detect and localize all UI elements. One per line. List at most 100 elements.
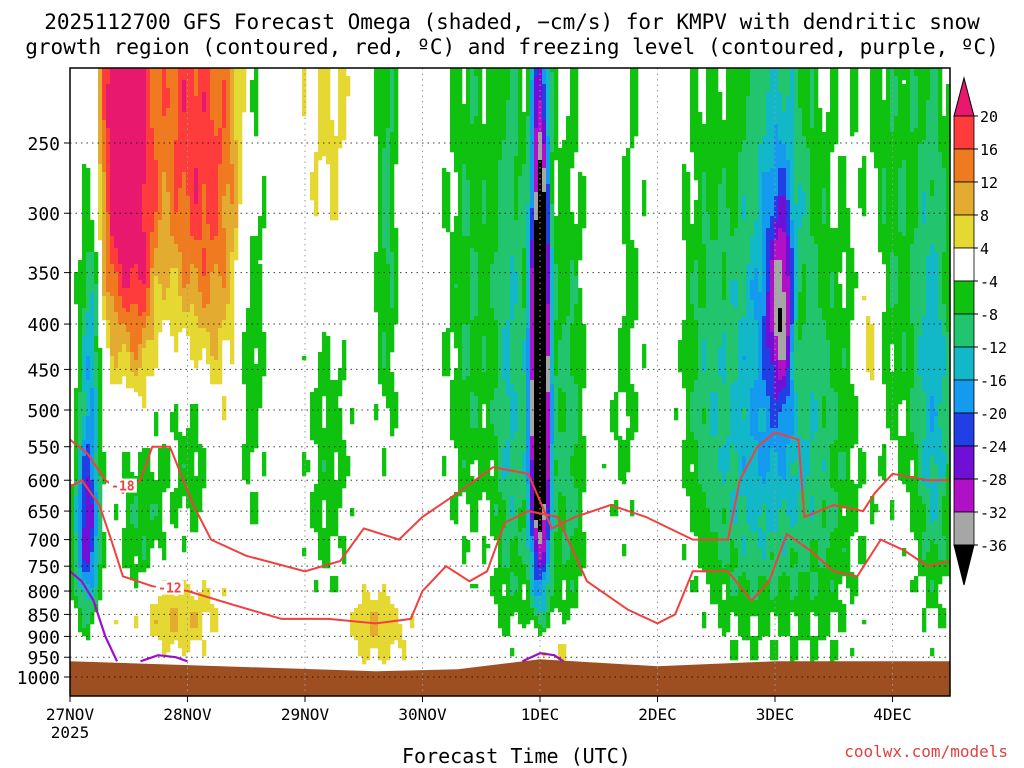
omega-cell <box>178 284 183 289</box>
omega-cell <box>74 548 79 553</box>
omega-cell <box>182 308 187 313</box>
omega-cell <box>110 172 115 177</box>
omega-cell <box>166 240 171 245</box>
omega-cell <box>146 244 151 249</box>
omega-cell <box>322 344 327 349</box>
omega-cell <box>198 608 203 613</box>
omega-cell <box>194 436 199 441</box>
omega-cell <box>250 88 255 93</box>
omega-cell <box>94 496 99 501</box>
omega-cell <box>142 76 147 81</box>
omega-cell <box>230 308 235 313</box>
omega-cell <box>242 356 247 361</box>
omega-cell <box>162 72 167 77</box>
omega-cell <box>194 208 199 213</box>
omega-cell <box>190 432 195 437</box>
omega-cell <box>150 372 155 377</box>
omega-cell <box>258 352 263 357</box>
omega-cell <box>74 572 79 577</box>
omega-cell <box>158 120 163 125</box>
omega-cell <box>194 156 199 161</box>
omega-cell <box>170 280 175 285</box>
omega-cell <box>318 88 323 93</box>
omega-cell <box>362 604 367 609</box>
omega-cell <box>86 188 91 193</box>
omega-cell <box>142 472 147 477</box>
omega-cell <box>186 220 191 225</box>
omega-cell <box>70 528 75 533</box>
omega-cell <box>150 620 155 625</box>
omega-cell <box>122 200 127 205</box>
omega-cell <box>126 332 131 337</box>
omega-cell <box>90 396 95 401</box>
omega-cell <box>314 584 319 589</box>
omega-cell <box>78 484 83 489</box>
omega-cell <box>254 272 259 277</box>
omega-cell <box>114 332 119 337</box>
omega-cell <box>222 148 227 153</box>
omega-cell <box>90 348 95 353</box>
omega-cell <box>142 120 147 125</box>
omega-cell <box>202 200 207 205</box>
omega-cell <box>318 128 323 133</box>
omega-cell <box>134 288 139 293</box>
omega-cell <box>206 272 211 277</box>
omega-cell <box>134 572 139 577</box>
omega-cell <box>154 72 159 77</box>
omega-cell <box>102 176 107 181</box>
omega-cell <box>226 216 231 221</box>
omega-cell <box>258 344 263 349</box>
omega-cell <box>230 272 235 277</box>
omega-cell <box>194 348 199 353</box>
omega-cell <box>158 540 163 545</box>
omega-cell <box>102 136 107 141</box>
omega-cell <box>218 376 223 381</box>
omega-cell <box>158 244 163 249</box>
omega-cell <box>206 96 211 101</box>
omega-cell <box>194 528 199 533</box>
omega-cell <box>122 88 127 93</box>
omega-cell <box>326 444 331 449</box>
omega-cell <box>374 108 379 113</box>
omega-cell <box>194 296 199 301</box>
omega-cell <box>178 312 183 317</box>
omega-cell <box>154 284 159 289</box>
omega-cell <box>170 168 175 173</box>
omega-cell <box>242 76 247 81</box>
omega-cell <box>78 628 83 633</box>
omega-cell <box>174 116 179 121</box>
omega-cell <box>90 484 95 489</box>
omega-cell <box>86 396 91 401</box>
omega-cell <box>230 148 235 153</box>
omega-cell <box>218 280 223 285</box>
omega-cell <box>238 192 243 197</box>
omega-cell <box>314 404 319 409</box>
omega-cell <box>314 500 319 505</box>
omega-cell <box>126 80 131 85</box>
omega-cell <box>334 408 339 413</box>
omega-cell <box>86 260 91 265</box>
omega-cell <box>122 532 127 537</box>
omega-cell <box>374 100 379 105</box>
omega-cell <box>178 84 183 89</box>
omega-cell <box>222 324 227 329</box>
omega-cell <box>210 112 215 117</box>
omega-cell <box>126 528 131 533</box>
omega-cell <box>202 484 207 489</box>
omega-cell <box>130 544 135 549</box>
omega-cell <box>222 100 227 105</box>
omega-cell <box>182 488 187 493</box>
omega-cell <box>374 292 379 297</box>
omega-cell <box>326 388 331 393</box>
omega-cell <box>366 608 371 613</box>
omega-cell <box>122 292 127 297</box>
omega-cell <box>254 244 259 249</box>
omega-cell <box>186 164 191 169</box>
omega-cell <box>90 448 95 453</box>
omega-cell <box>122 320 127 325</box>
omega-cell <box>198 140 203 145</box>
omega-cell <box>178 280 183 285</box>
omega-cell <box>246 460 251 465</box>
omega-cell <box>86 476 91 481</box>
omega-cell <box>210 72 215 77</box>
